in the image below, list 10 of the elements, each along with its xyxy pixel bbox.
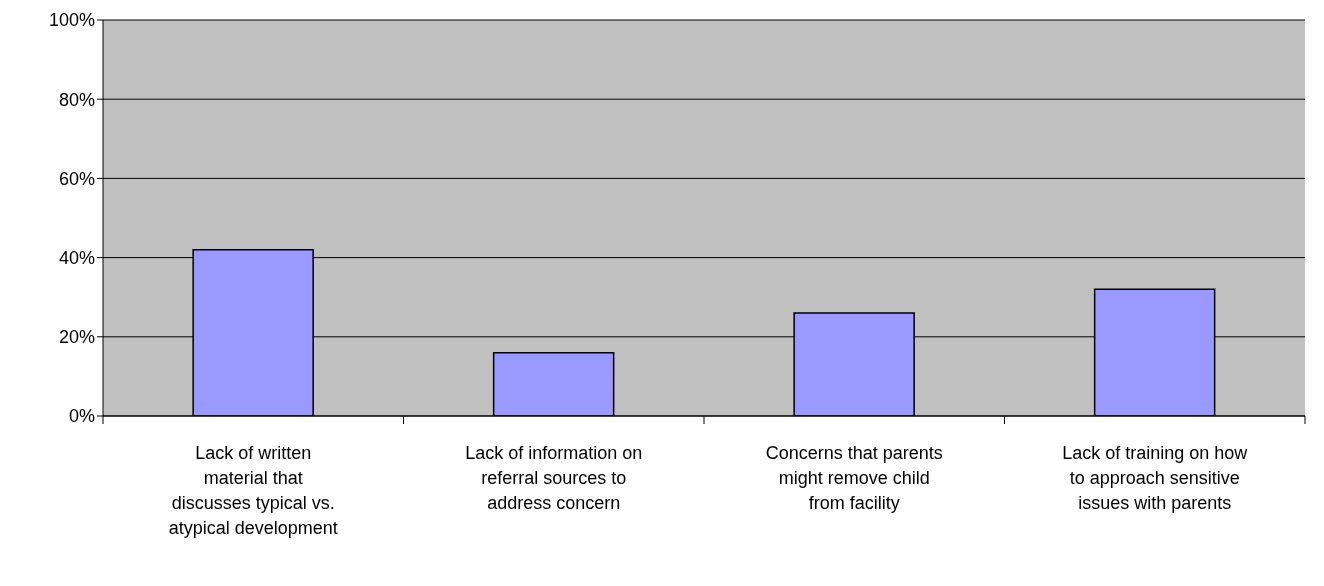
x-tick-label: Concerns that parents might remove child from facility [765,443,943,513]
y-tick-label: 100% [48,10,95,31]
y-tick-label: 60% [58,168,95,189]
y-tick-label: 20% [58,327,95,348]
y-tick-label: 40% [58,247,95,268]
x-tick-label: Lack of written material that discusses typical vs. atypical development [168,443,338,538]
x-tick-label: Lack of information on referral sources to address concern [465,443,643,513]
y-tick-label: 80% [58,89,95,110]
x-tick-label: Lack of training on how to approach sensitive issues with parents [1062,443,1249,513]
y-tick-label: 0% [68,406,95,427]
